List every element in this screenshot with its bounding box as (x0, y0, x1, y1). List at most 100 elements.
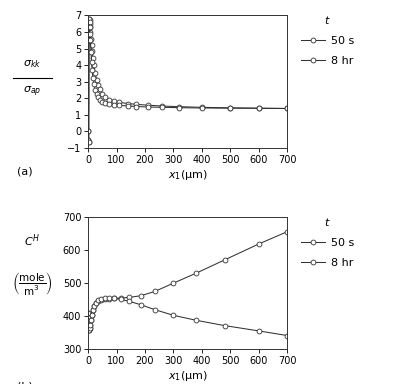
50 s (91, 63, 96, 67)
8 hr (92, 303, 97, 308)
Text: (a): (a) (17, 167, 32, 177)
50 s (256, 242, 261, 247)
8 hr (134, 104, 139, 109)
50 s (222, 258, 227, 262)
50 s (284, 106, 289, 111)
Legend: 50 s, 8 hr: 50 s, 8 hr (300, 14, 353, 66)
50 s (152, 289, 157, 294)
8 hr (117, 103, 121, 108)
8 hr (90, 307, 95, 312)
50 s (134, 102, 139, 107)
Line: 50 s: 50 s (85, 229, 289, 333)
8 hr (152, 307, 157, 312)
8 hr (111, 103, 116, 107)
50 s (99, 298, 103, 302)
8 hr (86, 38, 91, 43)
8 hr (88, 38, 93, 43)
8 hr (193, 318, 198, 323)
8 hr (90, 68, 94, 72)
50 s (85, 129, 90, 134)
8 hr (86, 326, 91, 331)
8 hr (91, 82, 96, 86)
8 hr (284, 106, 289, 111)
8 hr (256, 106, 261, 111)
50 s (89, 43, 94, 48)
Text: (b): (b) (17, 382, 32, 384)
8 hr (90, 76, 95, 81)
8 hr (87, 25, 92, 29)
50 s (90, 307, 95, 312)
Text: $\sigma_{kk}$: $\sigma_{kk}$ (23, 58, 42, 70)
8 hr (92, 88, 97, 92)
50 s (90, 49, 94, 53)
8 hr (88, 50, 93, 54)
Line: 8 hr: 8 hr (85, 296, 289, 338)
50 s (159, 104, 164, 108)
8 hr (107, 102, 112, 106)
50 s (92, 71, 97, 76)
50 s (145, 103, 150, 108)
50 s (111, 99, 116, 104)
8 hr (86, 140, 91, 144)
8 hr (87, 326, 92, 330)
8 hr (87, 328, 92, 333)
8 hr (99, 297, 103, 301)
8 hr (106, 296, 111, 300)
50 s (90, 56, 95, 61)
50 s (284, 230, 289, 234)
50 s (125, 101, 130, 106)
50 s (87, 22, 92, 26)
8 hr (118, 297, 123, 302)
50 s (86, 38, 91, 43)
50 s (102, 297, 107, 301)
8 hr (199, 106, 204, 110)
8 hr (88, 318, 93, 323)
8 hr (138, 302, 143, 307)
8 hr (95, 95, 100, 100)
50 s (88, 318, 93, 323)
8 hr (103, 101, 108, 106)
8 hr (126, 299, 131, 304)
8 hr (176, 105, 181, 110)
50 s (117, 100, 121, 105)
8 hr (88, 31, 92, 36)
50 s (256, 106, 261, 111)
8 hr (125, 104, 130, 108)
50 s (86, 140, 91, 144)
Legend: 50 s, 8 hr: 50 s, 8 hr (300, 216, 353, 268)
8 hr (222, 323, 227, 328)
8 hr (96, 298, 101, 303)
8 hr (284, 333, 289, 338)
8 hr (112, 296, 117, 301)
50 s (199, 105, 204, 110)
8 hr (87, 17, 92, 21)
8 hr (145, 105, 150, 109)
50 s (86, 137, 91, 142)
50 s (118, 296, 123, 300)
50 s (94, 78, 99, 82)
50 s (126, 295, 131, 300)
8 hr (87, 20, 92, 24)
50 s (100, 92, 105, 96)
8 hr (89, 60, 94, 64)
8 hr (171, 313, 175, 318)
50 s (171, 281, 175, 285)
8 hr (97, 97, 102, 102)
8 hr (89, 312, 94, 317)
50 s (87, 18, 92, 23)
50 s (193, 271, 198, 275)
8 hr (88, 322, 93, 327)
Text: $\sigma_{ap}$: $\sigma_{ap}$ (23, 85, 42, 99)
Line: 8 hr: 8 hr (85, 16, 289, 144)
50 s (97, 87, 102, 91)
50 s (95, 83, 100, 87)
X-axis label: $x_1$(μm): $x_1$(μm) (167, 369, 207, 383)
50 s (87, 17, 92, 21)
8 hr (94, 92, 99, 96)
50 s (138, 293, 143, 298)
Line: 50 s: 50 s (85, 16, 289, 144)
50 s (87, 326, 92, 330)
50 s (88, 36, 93, 41)
50 s (176, 104, 181, 109)
50 s (112, 296, 117, 301)
